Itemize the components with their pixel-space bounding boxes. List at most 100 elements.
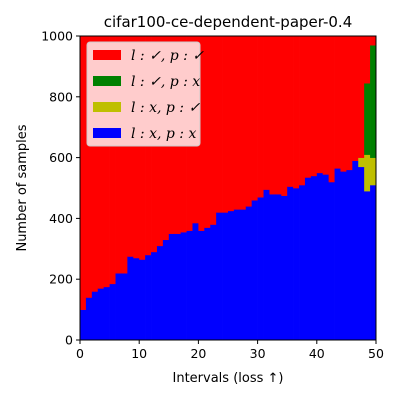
- bar-segment-0-1: [85, 297, 93, 341]
- bar-segment-3-10: [139, 36, 146, 260]
- bar-segment-0-42: [328, 181, 335, 341]
- bar-segment-3-33: [275, 36, 282, 195]
- x-axis-label: Intervals (loss ↑): [173, 371, 284, 386]
- bar-segment-3-49: [370, 36, 377, 46]
- bar-segment-0-6: [115, 273, 122, 341]
- bar-segment-3-9: [133, 36, 140, 259]
- y-tick-label-5: 1000: [41, 29, 73, 44]
- x-tick-label-2: 20: [190, 346, 206, 361]
- bar-segment-0-22: [210, 224, 217, 341]
- bar-segment-3-6: [115, 36, 122, 274]
- bar-segment-0-3: [97, 288, 105, 341]
- legend-label-0: l : ✓, p : ✓: [131, 48, 204, 64]
- bar-segment-0-19: [192, 222, 199, 341]
- bar-segment-0-29: [251, 200, 258, 341]
- bar-segment-0-18: [186, 230, 193, 341]
- bar-segment-3-47: [358, 36, 365, 158]
- bar-segment-0-30: [257, 197, 264, 341]
- bar-segment-2-48: [364, 83, 371, 155]
- bar-segment-3-3: [97, 36, 105, 289]
- bar-segment-1-49: [370, 157, 377, 186]
- y-tick-label-4: 800: [49, 89, 73, 104]
- bar-segment-3-29: [251, 36, 258, 201]
- bar-segment-0-38: [304, 177, 312, 341]
- bar-segment-0-10: [139, 259, 146, 341]
- bar-segment-3-44: [340, 36, 347, 172]
- bar-segment-0-34: [281, 195, 288, 341]
- x-tick-label-1: 10: [131, 346, 147, 361]
- bar-segment-0-36: [293, 188, 300, 341]
- bar-segment-3-40: [316, 36, 324, 174]
- bar-segment-0-23: [216, 212, 223, 341]
- y-tick-label-1: 200: [49, 272, 73, 287]
- bar-segment-0-2: [91, 291, 99, 341]
- bar-segment-3-46: [352, 36, 359, 161]
- bar-segment-3-31: [263, 36, 270, 190]
- bar-segment-3-0: [80, 36, 87, 310]
- x-tick-label-4: 40: [309, 346, 325, 361]
- plot-frame: [79, 35, 377, 341]
- bar-segment-3-39: [310, 36, 318, 177]
- y-axis: 0 200 400 600 800 1000: [41, 29, 80, 348]
- bar-segment-3-37: [299, 36, 306, 186]
- bar-segment-0-27: [239, 209, 247, 341]
- bar-segment-3-27: [239, 36, 247, 210]
- bar-segment-1-48: [364, 154, 371, 192]
- legend: l : ✓, p : ✓ l : ✓, p : x l : x, p : ✓ l : …: [86, 41, 204, 147]
- bar-segment-0-26: [233, 209, 241, 341]
- bar-segment-0-8: [127, 256, 134, 341]
- bar-segment-0-4: [103, 286, 110, 341]
- bar-segment-0-37: [299, 184, 306, 341]
- bar-segment-0-45: [346, 169, 353, 341]
- bar-segment-0-24: [222, 212, 229, 341]
- bar-segment-0-5: [109, 283, 116, 341]
- bar-segment-3-45: [346, 36, 353, 171]
- bar-segment-0-43: [334, 168, 341, 341]
- legend-label-2: l : x, p : ✓: [131, 100, 200, 116]
- y-tick-label-3: 600: [49, 150, 73, 165]
- bar-segment-3-25: [228, 36, 235, 212]
- bar-segment-3-24: [222, 36, 229, 213]
- bar-segment-3-28: [245, 36, 253, 207]
- bar-segment-0-47: [358, 166, 365, 341]
- bar-segment-3-38: [304, 36, 312, 178]
- bar-segment-0-28: [245, 206, 253, 341]
- bar-segment-3-43: [334, 36, 341, 169]
- y-tick-label-2: 400: [49, 211, 73, 226]
- bar-segment-0-40: [316, 172, 324, 341]
- bar-segment-0-13: [156, 245, 164, 341]
- bar-segment-0-49: [370, 184, 377, 341]
- bar-segment-0-39: [310, 175, 318, 341]
- y-tick-label-0: 0: [65, 333, 73, 348]
- bar-segment-1-47: [358, 157, 365, 168]
- bar-segment-3-22: [210, 36, 217, 225]
- bar-segment-2-49: [370, 45, 377, 158]
- x-axis: 0 10 20 30 40 50: [76, 340, 384, 361]
- chart-title: cifar100-ce-dependent-paper-0.4: [104, 13, 352, 31]
- bar-segment-3-30: [257, 36, 264, 198]
- bar-segment-0-14: [162, 239, 170, 341]
- bar-segment-0-46: [352, 160, 359, 341]
- bar-segment-0-41: [322, 174, 329, 341]
- legend-box: [86, 41, 201, 147]
- bar-segment-3-1: [85, 36, 93, 298]
- bar-segment-0-16: [174, 233, 181, 341]
- bar-segment-0-44: [340, 171, 347, 341]
- bar-segment-3-36: [293, 36, 300, 189]
- x-tick-label-3: 30: [250, 346, 266, 361]
- bar-segment-0-12: [151, 251, 158, 341]
- bar-segment-0-11: [145, 254, 152, 341]
- bar-segment-0-15: [168, 233, 176, 341]
- legend-swatch-2: [93, 102, 121, 112]
- bar-segment-3-42: [328, 36, 335, 183]
- bar-segment-3-7: [121, 36, 128, 274]
- bar-segment-3-21: [204, 36, 211, 228]
- bar-segment-0-33: [275, 194, 282, 341]
- bar-segment-0-35: [287, 186, 294, 341]
- x-tick-label-0: 0: [76, 346, 84, 361]
- legend-label-3: l : x, p : x: [131, 126, 196, 142]
- bar-segment-3-26: [233, 36, 241, 210]
- bar-segment-0-48: [364, 191, 371, 341]
- bar-segment-0-20: [198, 230, 205, 341]
